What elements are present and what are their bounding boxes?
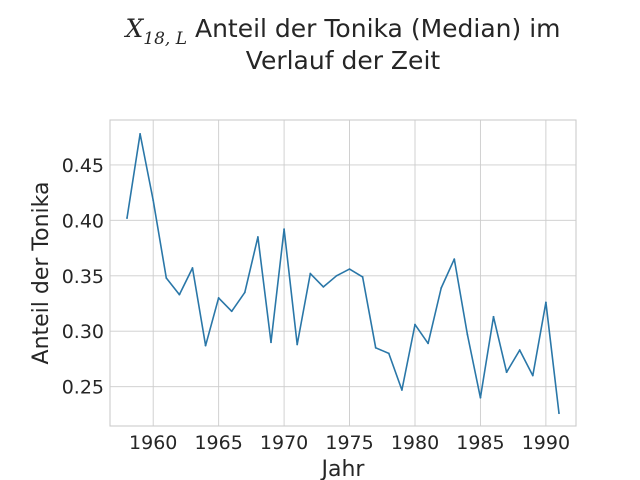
series-group bbox=[126, 132, 560, 415]
data-point bbox=[518, 349, 521, 351]
data-point bbox=[453, 258, 456, 261]
y-axis-label: Anteil der Tonika bbox=[29, 182, 54, 365]
data-point bbox=[217, 297, 220, 299]
y-tick-label: 0.25 bbox=[62, 377, 104, 399]
grid bbox=[110, 120, 576, 426]
y-tick-label: 0.45 bbox=[62, 155, 104, 177]
x-tick-label: 1965 bbox=[194, 432, 242, 454]
data-point bbox=[348, 268, 351, 271]
y-tick-label: 0.30 bbox=[62, 321, 104, 343]
x-tick-label: 1980 bbox=[391, 432, 439, 454]
data-point bbox=[139, 132, 142, 135]
y-axis-ticks: 0.25 0.30 0.35 0.40 0.45 bbox=[62, 155, 104, 399]
data-point bbox=[440, 287, 443, 289]
data-point bbox=[152, 199, 155, 202]
data-point bbox=[257, 236, 259, 238]
y-tick-label: 0.35 bbox=[62, 266, 104, 288]
data-point bbox=[165, 277, 168, 279]
data-point bbox=[243, 291, 246, 294]
x-axis-ticks: 1960 1965 1970 1975 1980 1985 1990 bbox=[129, 432, 570, 454]
data-point bbox=[204, 344, 207, 347]
data-point bbox=[361, 275, 364, 278]
data-point bbox=[230, 310, 233, 313]
x-tick-label: 1985 bbox=[456, 432, 504, 454]
chart-title: X18, L Anteil der Tonika (Median) im Ver… bbox=[123, 14, 560, 75]
y-tick-label: 0.40 bbox=[62, 210, 104, 232]
title-math-symbol: X bbox=[123, 14, 144, 43]
data-point bbox=[322, 285, 325, 288]
data-point bbox=[544, 301, 547, 304]
data-point bbox=[427, 342, 429, 345]
chart-title-line-1: X18, L Anteil der Tonika (Median) im bbox=[123, 14, 560, 49]
data-point bbox=[531, 374, 534, 377]
data-point bbox=[191, 267, 194, 269]
data-point bbox=[558, 412, 560, 415]
x-tick-label: 1960 bbox=[129, 432, 177, 454]
data-point bbox=[270, 341, 272, 344]
data-point bbox=[296, 343, 299, 346]
data-point bbox=[479, 396, 482, 399]
data-point bbox=[414, 323, 416, 326]
data-point bbox=[401, 389, 403, 391]
data-point bbox=[466, 333, 469, 336]
data-point bbox=[492, 315, 495, 318]
plot-area bbox=[109, 119, 577, 427]
data-point bbox=[387, 352, 390, 355]
title-math-subscript: 18, L bbox=[143, 29, 187, 49]
series-line-0 bbox=[126, 133, 560, 414]
data-point bbox=[178, 293, 181, 296]
data-point bbox=[505, 371, 508, 374]
x-tick-label: 1975 bbox=[325, 432, 373, 454]
data-point bbox=[309, 272, 312, 275]
title-text-rest: Anteil der Tonika (Median) im bbox=[187, 14, 561, 43]
chart-title-line-2: Verlauf der Zeit bbox=[246, 46, 441, 75]
data-point bbox=[283, 228, 285, 231]
data-point bbox=[126, 217, 128, 220]
data-point bbox=[374, 346, 377, 349]
x-tick-label: 1990 bbox=[522, 432, 570, 454]
x-tick-label: 1970 bbox=[260, 432, 308, 454]
data-point bbox=[335, 274, 338, 277]
x-axis-label: Jahr bbox=[320, 457, 366, 480]
